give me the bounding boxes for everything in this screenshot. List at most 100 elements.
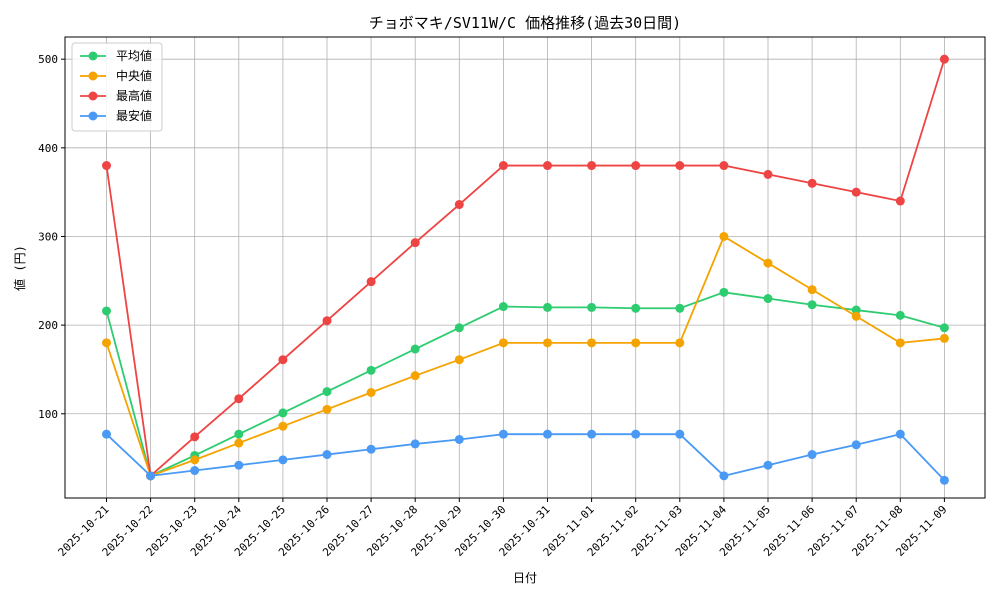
legend-label: 平均値 [116,48,152,63]
data-point [939,475,949,485]
legend-swatch-marker [88,51,98,61]
data-point [587,429,597,439]
data-point [190,455,200,465]
legend-swatch-marker [88,71,98,81]
data-point [851,187,861,197]
grid [65,37,985,498]
series-line [105,58,946,478]
data-point [851,440,861,450]
y-axis-label: 値 (円) [12,245,27,291]
data-point [454,434,464,444]
data-point [278,355,288,365]
data-point [454,355,464,365]
data-point [102,306,111,316]
data-point [278,408,288,418]
data-point [543,302,552,312]
legend-item: 最安値 [80,108,152,123]
data-point [454,323,464,333]
data-point [366,444,376,454]
series-1 [102,231,949,481]
series-2 [102,54,949,481]
data-point [410,238,420,248]
y-tick-label: 400 [38,142,58,155]
data-point [102,338,111,348]
data-point [631,303,641,313]
legend-label: 最高値 [116,88,152,103]
data-point [498,161,508,171]
data-point [895,196,905,206]
data-point [675,429,685,439]
legend-box [71,42,163,132]
data-point [234,394,244,404]
data-point [587,161,597,171]
data-point [322,316,332,326]
data-point [763,258,773,268]
data-point [366,365,376,375]
data-point [454,200,464,210]
series-0 [102,287,949,481]
data-point [102,161,111,171]
legend-item: 平均値 [80,48,152,63]
data-point [366,388,376,398]
data-point [807,450,817,460]
data-point [366,277,376,287]
data-point [807,178,817,188]
y-tick-label: 300 [38,230,58,243]
data-point [939,333,949,343]
data-point [719,231,729,241]
data-point [498,338,508,348]
series-group [102,54,949,485]
data-point [410,439,420,449]
y-axis: 100 200 300 400 500 [38,53,65,421]
data-point [719,161,729,171]
data-point [322,450,332,460]
x-axis-label: 日付 [513,571,537,585]
legend-label: 中央値 [116,68,152,83]
data-point [410,344,420,354]
data-point [807,285,817,295]
data-point [675,338,685,348]
data-point [543,161,552,171]
data-point [322,387,332,397]
series-line [105,433,946,481]
y-tick-label: 100 [38,408,58,421]
data-point [543,338,552,348]
data-point [631,338,641,348]
legend-swatch-marker [88,91,98,101]
data-point [895,429,905,439]
series-3 [102,429,949,485]
data-point [278,421,288,431]
data-point [763,460,773,470]
chart-title: チョボマキ/SV11W/C 価格推移(過去30日間) [369,14,681,32]
data-point [895,338,905,348]
legend-item: 中央値 [80,68,152,83]
series-line [105,291,945,478]
data-point [190,432,200,442]
data-point [234,438,244,448]
data-point [807,300,817,310]
data-point [763,169,773,179]
data-point [587,302,597,312]
data-point [631,161,641,171]
data-point [719,471,729,481]
data-point [190,466,200,476]
y-tick-label: 200 [38,319,58,332]
data-point [498,302,508,312]
legend-item: 最高値 [80,88,152,103]
data-point [587,338,597,348]
data-point [498,429,508,439]
data-point [410,371,420,381]
data-point [278,455,288,465]
data-point [234,429,244,439]
plot-frame [64,36,986,499]
data-point [895,310,905,320]
data-point [851,311,861,321]
data-point [763,294,773,304]
data-point [102,429,111,439]
legend-swatch-marker [88,111,98,121]
x-axis: 2025-10-212025-10-222025-10-232025-10-24… [56,498,950,559]
data-point [631,429,641,439]
data-point [146,471,156,481]
data-point [675,161,685,171]
